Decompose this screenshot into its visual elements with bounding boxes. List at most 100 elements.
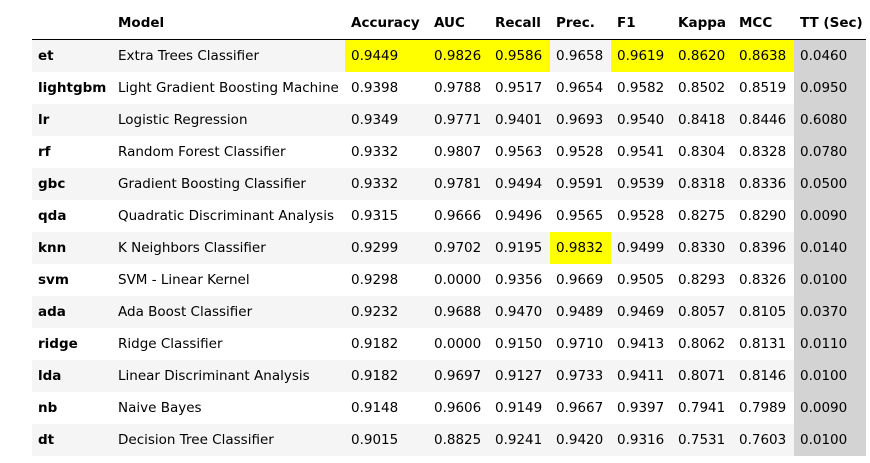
metric-cell: 0.7941 — [678, 400, 726, 416]
metric-cell: 0.0500 — [794, 168, 866, 200]
table-row: ada Ada Boost Classifier 0.9232 0.9688 0.947… — [32, 296, 866, 328]
metric-cell: 0.9771 — [428, 104, 489, 136]
metric-cell: 0.9540 — [611, 104, 672, 136]
metric-cell: 0.9654 — [556, 80, 604, 96]
metric-cell: 0.8275 — [678, 208, 726, 224]
table-row: et Extra Trees Classifier 0.9449 0.9826 0.95… — [32, 39, 866, 72]
metric-cell: 0.9496 — [495, 208, 543, 224]
column-header: AUC — [428, 6, 489, 40]
model-name: Extra Trees Classifier — [112, 39, 345, 72]
column-header: Accuracy — [345, 6, 428, 40]
metric-cell: 0.9586 — [489, 39, 550, 72]
table-row: lda Linear Discriminant Analysis 0.9182 0.9… — [32, 360, 866, 392]
metric-cell: 0.9127 — [489, 360, 550, 392]
metric-cell: 0.9788 — [434, 80, 482, 96]
metric-cell: 0.9149 — [495, 400, 543, 416]
column-header — [32, 6, 112, 40]
row-index: ada — [32, 296, 112, 328]
table-row: svm SVM - Linear Kernel 0.9298 0.0000 0.9356… — [32, 264, 866, 296]
metric-cell: 0.0140 — [794, 232, 866, 264]
model-name: Linear Discriminant Analysis — [112, 360, 345, 392]
metric-cell: 0.8326 — [739, 272, 787, 288]
metric-cell: 0.7603 — [733, 424, 794, 456]
metric-cell: 0.0090 — [794, 200, 866, 232]
metric-cell: 0.9832 — [550, 232, 611, 264]
metric-cell: 0.0780 — [794, 136, 866, 168]
metric-cell: 0.8131 — [739, 336, 787, 352]
metric-cell: 0.8146 — [733, 360, 794, 392]
table-row: ridge Ridge Classifier 0.9182 0.0000 0.9150 0… — [32, 328, 866, 360]
metric-cell: 0.9539 — [611, 168, 672, 200]
metric-cell: 0.9148 — [351, 400, 399, 416]
metric-cell: 0.8057 — [672, 296, 733, 328]
metric-cell: 0.9332 — [351, 144, 399, 160]
metric-cell: 0.9469 — [611, 296, 672, 328]
metric-cell: 0.9733 — [550, 360, 611, 392]
model-name: Gradient Boosting Classifier — [112, 168, 345, 200]
row-index: rf — [38, 144, 51, 160]
metric-cell: 0.0110 — [794, 328, 866, 360]
metric-cell: 0.8071 — [672, 360, 733, 392]
model-name: Ada Boost Classifier — [112, 296, 345, 328]
metric-cell: 0.9658 — [550, 39, 611, 72]
metric-cell: 0.9470 — [489, 296, 550, 328]
metric-cell: 0.8062 — [678, 336, 726, 352]
row-index: qda — [38, 208, 67, 224]
metric-cell: 0.6080 — [794, 104, 866, 136]
column-header: Model — [112, 6, 345, 40]
metric-cell: 0.9667 — [556, 400, 604, 416]
metric-cell: 0.9505 — [617, 272, 665, 288]
metric-cell: 0.9195 — [489, 232, 550, 264]
metric-cell: 0.9397 — [617, 400, 665, 416]
metric-cell: 0.8293 — [678, 272, 726, 288]
metric-cell: 0.9299 — [345, 232, 428, 264]
metric-cell: 0.8318 — [672, 168, 733, 200]
column-header: Prec. — [550, 6, 611, 40]
metric-cell: 0.9606 — [434, 400, 482, 416]
metric-cell: 0.9693 — [550, 104, 611, 136]
row-index: svm — [38, 272, 69, 288]
metric-cell: 0.9232 — [345, 296, 428, 328]
metric-cell: 0.9182 — [345, 360, 428, 392]
column-header: MCC — [733, 6, 794, 40]
metric-cell: 0.9619 — [611, 39, 672, 72]
results-table: Model Accuracy AUC Recall Prec. F1 Kappa MCC TT … — [32, 6, 866, 456]
metric-cell: 0.9666 — [434, 208, 482, 224]
table-row: lightgbm Light Gradient Boosting Machine 0… — [32, 72, 866, 104]
metric-cell: 0.8519 — [739, 80, 787, 96]
metric-cell: 0.8446 — [733, 104, 794, 136]
metric-cell: 0.9688 — [428, 296, 489, 328]
table-row: qda Quadratic Discriminant Analysis 0.9315… — [32, 200, 866, 232]
metric-cell: 0.9541 — [617, 144, 665, 160]
row-index: lda — [32, 360, 112, 392]
table-row: nb Naive Bayes 0.9148 0.9606 0.9149 0.9667 0.9… — [32, 392, 866, 424]
table-body: et Extra Trees Classifier 0.9449 0.9826 0.95… — [32, 39, 866, 456]
model-name: Random Forest Classifier — [118, 144, 286, 160]
metric-cell: 0.9315 — [351, 208, 399, 224]
header-row: Model Accuracy AUC Recall Prec. F1 Kappa MCC TT … — [32, 6, 866, 40]
model-name: Light Gradient Boosting Machine — [118, 80, 339, 96]
metric-cell: 0.8418 — [672, 104, 733, 136]
metric-cell: 0.9499 — [611, 232, 672, 264]
model-name: Decision Tree Classifier — [112, 424, 345, 456]
metric-cell: 0.8825 — [428, 424, 489, 456]
metric-cell: 0.9150 — [495, 336, 543, 352]
metric-cell: 0.0100 — [794, 360, 866, 392]
metric-cell: 0.9298 — [351, 272, 399, 288]
metric-cell: 0.9398 — [351, 80, 399, 96]
model-name: K Neighbors Classifier — [112, 232, 345, 264]
metric-cell: 0.9563 — [495, 144, 543, 160]
metric-cell: 0.9489 — [550, 296, 611, 328]
metric-cell: 0.7989 — [739, 400, 787, 416]
metric-cell: 0.8330 — [672, 232, 733, 264]
metric-cell: 0.8396 — [733, 232, 794, 264]
row-index: gbc — [32, 168, 112, 200]
metric-cell: 0.8105 — [733, 296, 794, 328]
metric-cell: 0.9517 — [495, 80, 543, 96]
metric-cell: 0.9015 — [345, 424, 428, 456]
metric-cell: 0.9826 — [428, 39, 489, 72]
metric-cell: 0.0370 — [794, 296, 866, 328]
model-name: Logistic Regression — [112, 104, 345, 136]
column-header: TT (Sec) — [794, 6, 866, 40]
